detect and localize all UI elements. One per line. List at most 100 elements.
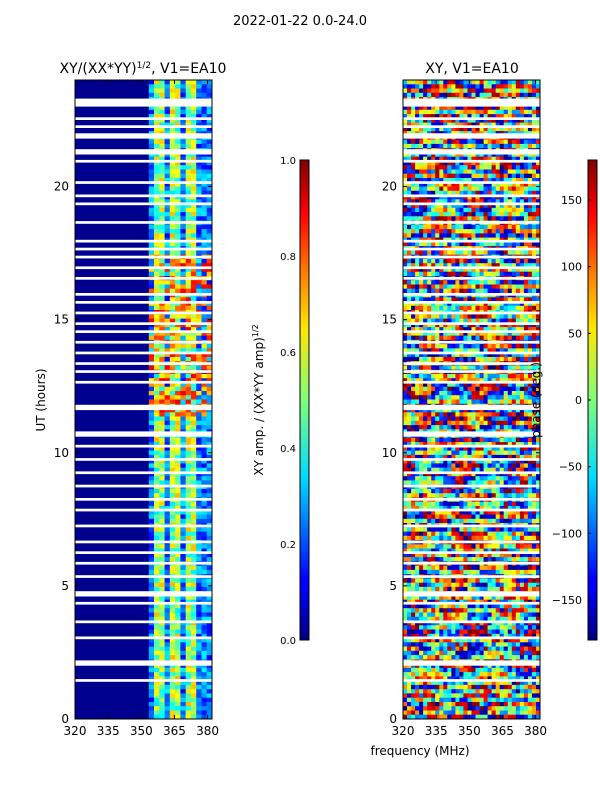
heatmap-cell [196,578,203,584]
heatmap-cell [519,335,525,341]
heatmap-cell [159,471,166,477]
heatmap-cell [185,408,192,413]
heatmap-cell [499,143,505,149]
heatmap-cell [491,80,497,85]
heatmap-cell [411,203,416,209]
heatmap-cell [475,109,481,115]
heatmap-cell [523,156,529,162]
heatmap-cell [427,160,432,166]
heatmap-cell [439,365,444,371]
heatmap-cell [403,186,408,192]
heatmap-cell [447,152,452,158]
heatmap-cell [169,463,176,469]
heatmap-cell [503,152,509,158]
heatmap-cell [169,92,176,98]
heatmap-cell [483,173,489,179]
heatmap-cell [206,105,212,111]
heatmap-cell [531,378,537,384]
heatmap-cell [503,212,509,217]
heatmap-cell [463,80,468,85]
heatmap-cell [487,408,493,413]
heatmap-cell [175,195,181,200]
heatmap-cell [435,182,440,188]
heatmap-cell [415,344,420,349]
heatmap-cell [180,697,187,703]
heatmap-cell [475,463,481,469]
heatmap-cell [499,109,505,115]
heatmap-cell [431,301,436,307]
heatmap-cell [185,642,192,648]
heatmap-cell [175,199,181,205]
heatmap-cell [507,386,513,392]
amplitude-colorbar-tick-label: 0.2 [280,540,296,551]
heatmap-cell [407,271,412,277]
heatmap-cell [479,297,485,303]
heatmap-cell [483,190,489,196]
heatmap-cell [487,203,493,209]
heatmap-cell [180,114,187,119]
heatmap-cell [443,105,448,111]
heatmap-cell [175,416,181,422]
heatmap-cell [527,386,533,392]
heatmap-cell [175,352,181,358]
heatmap-cell [427,318,432,324]
heatmap-cell [511,212,517,217]
heatmap-cell [519,114,525,119]
heatmap-cell [459,224,464,230]
heatmap-cell [185,331,192,337]
heatmap-cell [169,480,176,486]
heatmap-cell [154,156,160,162]
heatmap-cell [536,173,540,179]
heatmap-cell [439,203,444,209]
heatmap-cell [451,267,456,273]
heatmap-cell [435,386,440,392]
heatmap-cell [148,284,155,290]
heatmap-cell [159,578,166,584]
heatmap-cell [154,646,160,652]
heatmap-cell [164,284,171,290]
heatmap-cell [531,420,537,426]
heatmap-cell [447,305,452,311]
heatmap-cell [507,143,513,149]
heatmap-cell [459,305,464,311]
heatmap-cell [180,160,187,166]
heatmap-cell [471,139,477,145]
heatmap-cell [180,425,187,430]
heatmap-cell [435,391,440,396]
heatmap-cell [190,126,197,132]
amplitude-panel-title: XY/(XX*YY)1/2, V1=EA10 [60,61,227,77]
heatmap-cell [515,263,521,269]
heatmap-cell [185,425,192,430]
heatmap-cell [175,493,181,499]
heatmap-cell [491,442,497,447]
heatmap-cell [411,139,416,145]
heatmap-cell [527,288,533,294]
heatmap-cell [180,199,187,205]
heatmap-cell [467,305,473,311]
heatmap-cell [471,267,477,273]
heatmap-cell [407,352,412,358]
heatmap-cell [495,190,501,196]
heatmap-cell [515,284,521,290]
heatmap-cell [201,676,208,682]
heatmap-cell [164,710,171,716]
heatmap-cell [180,557,187,562]
heatmap-cell [407,301,412,307]
heatmap-cell [459,88,464,94]
heatmap-cell [154,514,160,520]
heatmap-cell [487,263,493,269]
heatmap-cell [483,454,489,460]
heatmap-cell [206,250,212,256]
heatmap-cell [531,454,537,460]
heatmap-cell [169,327,176,332]
heatmap-cell [196,207,203,213]
heatmap-cell [455,327,460,332]
heatmap-cell [536,412,540,418]
heatmap-cell [503,373,509,379]
heatmap-cell [190,680,197,686]
heatmap-cell [180,207,187,213]
heatmap-cell [159,535,166,541]
heatmap-cell [201,672,208,677]
heatmap-cell [463,118,468,124]
heatmap-cell [148,646,155,652]
